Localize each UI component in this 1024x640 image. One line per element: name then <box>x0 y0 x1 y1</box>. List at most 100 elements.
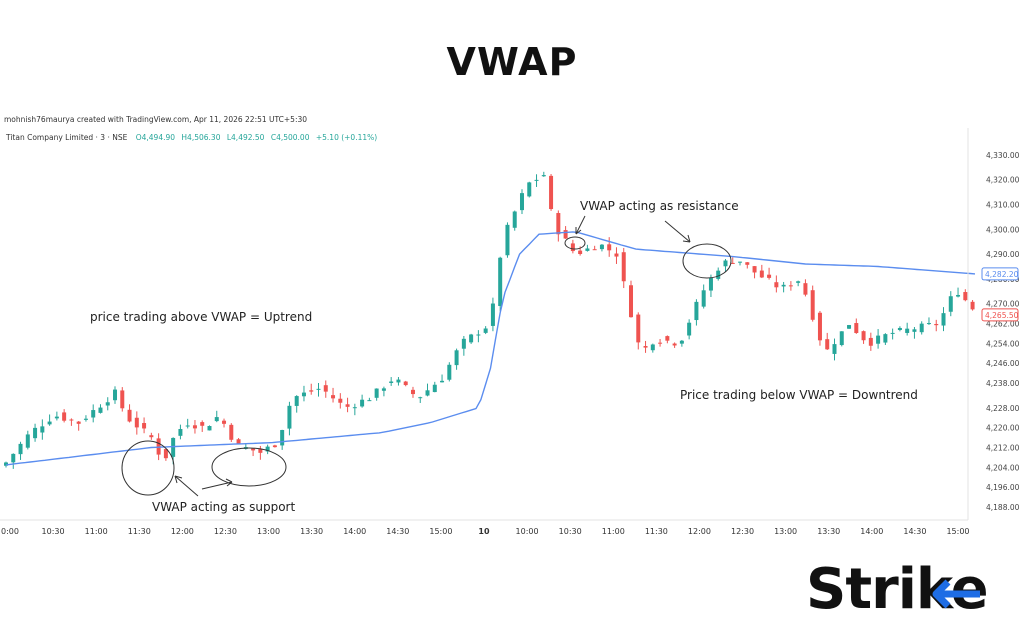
candle-body <box>541 175 546 177</box>
price-tick-label: 4,212.00 <box>986 444 1020 453</box>
candle-body <box>432 384 437 393</box>
candle-body <box>810 290 815 320</box>
candle-body <box>425 390 430 396</box>
candle-body <box>599 244 604 250</box>
candle-body <box>919 323 924 333</box>
candle-body <box>847 325 852 329</box>
time-tick-label: 10:30 <box>42 527 65 536</box>
time-tick-label: 14:00 <box>343 527 366 536</box>
candle-body <box>716 270 721 279</box>
candle-body <box>374 388 379 398</box>
candle-body <box>621 252 626 282</box>
candle-body <box>345 404 350 407</box>
ohlc-open: O4,494.90 <box>136 133 176 142</box>
ohlc-high: H4,506.30 <box>181 133 220 142</box>
price-tick-label: 4,300.00 <box>986 225 1020 234</box>
candle-body <box>352 407 357 409</box>
candle-body <box>912 329 917 332</box>
plot-area <box>0 130 968 520</box>
support-circle-right <box>211 447 287 487</box>
candle-body <box>490 303 495 326</box>
candle-body <box>4 462 8 466</box>
candle-body <box>549 175 554 210</box>
candle-body <box>679 340 684 344</box>
candle-body <box>585 248 590 251</box>
candle-body <box>788 285 793 287</box>
price-tick-label: 4,290.00 <box>986 250 1020 259</box>
price-tick-label: 4,246.00 <box>986 359 1020 368</box>
candle-body <box>665 336 670 341</box>
price-tick-label: 4,228.00 <box>986 404 1020 413</box>
price-tick-label: 4,330.00 <box>986 151 1020 160</box>
candle-body <box>272 445 277 448</box>
price-tick-label: 4,196.00 <box>986 483 1020 492</box>
candle-body <box>926 323 931 325</box>
candle-body <box>534 179 539 181</box>
candle-body <box>461 338 466 349</box>
candle-body <box>360 399 365 407</box>
time-tick-label: 11:30 <box>645 527 668 536</box>
uptrend-annotation: price trading above VWAP = Uptrend <box>90 310 312 324</box>
time-tick-label: 14:30 <box>903 527 926 536</box>
time-tick-label: 0:00 <box>1 527 19 536</box>
price-tick-label: 4,310.00 <box>986 200 1020 209</box>
time-tick-label: 10:00 <box>516 527 539 536</box>
candle-body <box>251 448 256 451</box>
candle-body <box>192 425 197 429</box>
candle-body <box>629 285 634 318</box>
candle-body <box>752 266 757 273</box>
time-tick-label: 10 <box>478 527 490 536</box>
candle-body <box>730 262 735 264</box>
candle-body <box>403 381 408 386</box>
time-tick-label: 14:00 <box>860 527 883 536</box>
price-label-box <box>981 267 1019 281</box>
logo-arrow-icon <box>932 579 980 609</box>
support-arrow-left <box>174 475 199 497</box>
candle-body <box>171 437 176 457</box>
candle-body <box>309 390 314 392</box>
candle-body <box>316 388 321 390</box>
time-tick-label: 13:00 <box>774 527 797 536</box>
candle-body <box>512 211 517 228</box>
support-circle-left <box>121 440 175 496</box>
candle-body <box>839 331 844 346</box>
candlestick-chart: 4,188.00 4,196.00 4,204.00 4,212.00 4,220.00… <box>0 115 1020 536</box>
watermark-text: mohnish76maurya created with TradingView… <box>4 115 307 124</box>
candle-body <box>607 244 612 251</box>
candle-body <box>149 435 154 438</box>
candle-body <box>142 423 147 429</box>
candle-body <box>643 346 648 348</box>
candle-body <box>723 260 728 267</box>
candle-body <box>519 193 524 211</box>
candle-body <box>323 385 328 392</box>
price-tick-label: 4,270.00 <box>986 300 1020 309</box>
candle-body <box>505 224 510 256</box>
price-tick-label: 4,254.00 <box>986 339 1020 348</box>
candle-body <box>33 427 38 439</box>
time-tick-label: 15:00 <box>429 527 452 536</box>
candle-body <box>367 400 372 402</box>
candle-body <box>18 443 23 455</box>
candle-body <box>883 334 888 343</box>
time-tick-label: 12:30 <box>731 527 754 536</box>
candle-body <box>767 274 772 278</box>
candle-body <box>91 410 96 418</box>
time-tick-label: 13:30 <box>817 527 840 536</box>
price-tick-label: 4,320.00 <box>986 176 1020 185</box>
candle-body <box>338 398 343 403</box>
ohlc-close: C4,500.00 <box>271 133 310 142</box>
time-tick-label: 12:30 <box>214 527 237 536</box>
candle-body <box>796 281 801 283</box>
support-annotation: VWAP acting as support <box>152 500 295 514</box>
candle-body <box>738 261 743 263</box>
time-axis: 0:00 10:30 11:00 11:30 12:00 12:30 13:00 13:30 1… <box>1 527 970 536</box>
candle-body <box>672 343 677 346</box>
price-tick-label: 4,188.00 <box>986 503 1020 512</box>
ohlc-symbol: Titan Company Limited · 3 · NSE <box>5 133 128 142</box>
candle-body <box>207 426 212 431</box>
candle-body <box>970 301 975 310</box>
candle-body <box>876 335 881 344</box>
candle-body <box>948 296 953 312</box>
candle-body <box>563 230 568 239</box>
candle-body <box>83 418 88 420</box>
